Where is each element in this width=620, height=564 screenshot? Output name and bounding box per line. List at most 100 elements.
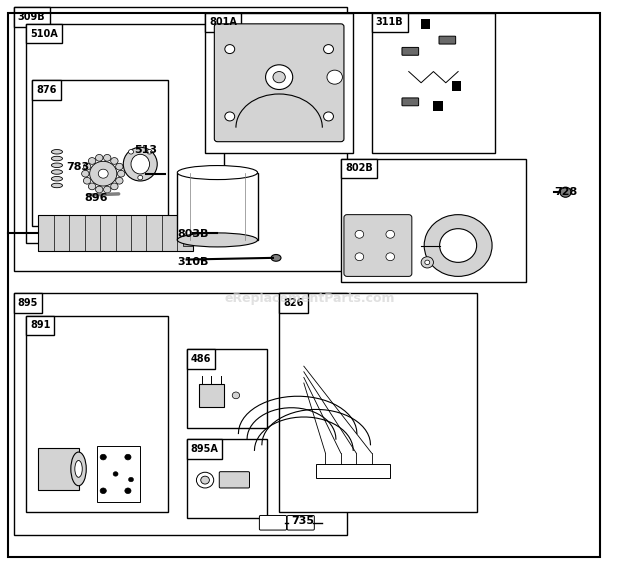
Bar <box>205 12 241 32</box>
Circle shape <box>82 170 89 177</box>
Text: 802B: 802B <box>345 164 373 173</box>
Bar <box>97 446 140 502</box>
Circle shape <box>421 257 433 268</box>
Bar <box>341 158 377 178</box>
Circle shape <box>128 477 133 482</box>
Bar <box>14 7 50 27</box>
Ellipse shape <box>51 170 63 174</box>
Circle shape <box>116 163 123 170</box>
Circle shape <box>113 472 118 476</box>
Circle shape <box>90 161 117 186</box>
Text: 728: 728 <box>554 187 577 197</box>
Text: 735: 735 <box>291 515 314 526</box>
Bar <box>14 293 42 313</box>
Bar <box>14 7 347 271</box>
Circle shape <box>99 169 108 178</box>
Text: 891: 891 <box>30 320 50 331</box>
Circle shape <box>95 155 103 161</box>
Bar <box>32 80 61 100</box>
Ellipse shape <box>177 233 257 247</box>
Bar <box>26 24 224 243</box>
Bar <box>372 12 407 32</box>
Circle shape <box>225 112 235 121</box>
Text: 826: 826 <box>283 298 304 308</box>
Circle shape <box>125 454 131 460</box>
Text: 311B: 311B <box>376 17 404 28</box>
Text: 486: 486 <box>190 354 211 364</box>
Ellipse shape <box>271 254 281 261</box>
Bar <box>205 12 353 153</box>
Circle shape <box>324 45 334 54</box>
Circle shape <box>84 163 91 170</box>
Circle shape <box>95 186 103 193</box>
Circle shape <box>116 178 123 184</box>
Ellipse shape <box>131 155 149 174</box>
Text: 801A: 801A <box>209 17 237 28</box>
Bar <box>187 349 267 428</box>
Bar <box>341 158 526 282</box>
Circle shape <box>138 175 143 180</box>
Text: eReplacementParts.com: eReplacementParts.com <box>224 292 396 305</box>
Circle shape <box>125 488 131 494</box>
Text: 803B: 803B <box>177 230 209 239</box>
Ellipse shape <box>71 452 86 486</box>
Circle shape <box>225 45 235 54</box>
Ellipse shape <box>177 166 257 179</box>
Circle shape <box>265 65 293 90</box>
Bar <box>316 464 390 478</box>
FancyBboxPatch shape <box>439 36 456 44</box>
Bar <box>279 293 308 313</box>
Text: 310B: 310B <box>177 257 209 267</box>
Bar <box>433 101 443 111</box>
Text: 895: 895 <box>18 298 38 308</box>
Ellipse shape <box>51 163 63 168</box>
Circle shape <box>355 230 364 238</box>
Ellipse shape <box>327 70 342 84</box>
Circle shape <box>273 72 285 83</box>
Bar <box>26 24 62 43</box>
Ellipse shape <box>201 476 210 484</box>
Bar <box>26 316 168 512</box>
Ellipse shape <box>51 149 63 154</box>
Circle shape <box>425 260 430 265</box>
Circle shape <box>89 183 95 190</box>
Text: 510A: 510A <box>30 29 58 39</box>
Text: 783: 783 <box>66 162 89 172</box>
Circle shape <box>128 149 133 154</box>
Bar <box>177 173 257 240</box>
Circle shape <box>324 112 334 121</box>
FancyBboxPatch shape <box>402 47 418 55</box>
Bar <box>38 215 193 251</box>
FancyBboxPatch shape <box>219 472 249 488</box>
Bar <box>184 221 193 245</box>
Text: 513: 513 <box>134 145 157 155</box>
Bar <box>199 384 224 407</box>
Bar <box>14 293 347 535</box>
Ellipse shape <box>197 472 214 488</box>
Circle shape <box>111 157 118 164</box>
Bar <box>187 439 267 518</box>
Bar <box>187 349 215 369</box>
Bar <box>421 19 430 29</box>
Circle shape <box>355 253 364 261</box>
Text: 309B: 309B <box>18 12 45 22</box>
Bar <box>452 81 461 91</box>
Circle shape <box>386 253 394 261</box>
Circle shape <box>100 454 106 460</box>
Circle shape <box>104 155 111 161</box>
Circle shape <box>100 488 106 494</box>
Circle shape <box>111 183 118 190</box>
Bar <box>26 316 55 336</box>
Circle shape <box>89 157 95 164</box>
Circle shape <box>84 178 91 184</box>
Ellipse shape <box>75 460 82 477</box>
FancyBboxPatch shape <box>215 24 344 142</box>
Bar <box>372 12 495 153</box>
Circle shape <box>147 149 152 154</box>
Ellipse shape <box>51 177 63 181</box>
Bar <box>38 448 79 490</box>
Text: 876: 876 <box>36 85 56 95</box>
Bar <box>32 80 168 226</box>
Ellipse shape <box>51 156 63 161</box>
FancyBboxPatch shape <box>344 215 412 276</box>
